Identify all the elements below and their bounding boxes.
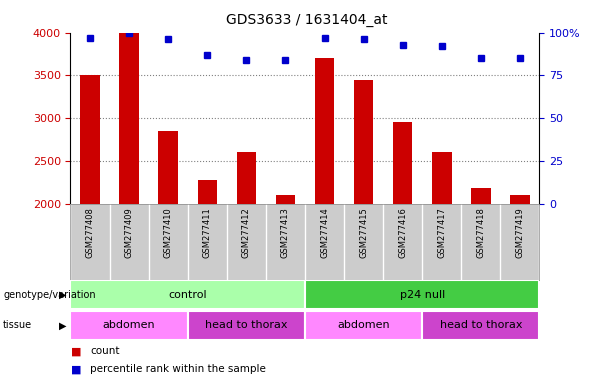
Text: GSM277414: GSM277414 bbox=[320, 207, 329, 258]
Text: tissue: tissue bbox=[3, 320, 32, 331]
Bar bbox=[276, 195, 295, 204]
Text: percentile rank within the sample: percentile rank within the sample bbox=[90, 364, 266, 374]
Bar bbox=[393, 122, 413, 204]
Text: head to thorax: head to thorax bbox=[440, 320, 522, 331]
Bar bbox=[422, 311, 539, 340]
Text: GSM277412: GSM277412 bbox=[242, 207, 251, 258]
Text: count: count bbox=[90, 346, 120, 356]
Bar bbox=[197, 180, 217, 204]
Text: head to thorax: head to thorax bbox=[205, 320, 287, 331]
Bar bbox=[305, 311, 422, 340]
Bar bbox=[314, 58, 334, 204]
Text: ▶: ▶ bbox=[59, 290, 66, 300]
Text: GDS3633 / 1631404_at: GDS3633 / 1631404_at bbox=[226, 13, 387, 27]
Bar bbox=[70, 311, 188, 340]
Text: GSM277419: GSM277419 bbox=[516, 207, 524, 258]
Text: abdomen: abdomen bbox=[337, 320, 390, 331]
Bar bbox=[510, 195, 530, 204]
Text: GSM277409: GSM277409 bbox=[124, 207, 134, 258]
Text: ■: ■ bbox=[70, 346, 81, 356]
Text: ■: ■ bbox=[70, 364, 81, 374]
Bar bbox=[188, 311, 305, 340]
Bar bbox=[305, 280, 539, 309]
Text: GSM277413: GSM277413 bbox=[281, 207, 290, 258]
Text: control: control bbox=[169, 290, 207, 300]
Text: genotype/variation: genotype/variation bbox=[3, 290, 96, 300]
Bar bbox=[80, 75, 100, 204]
Bar bbox=[70, 280, 305, 309]
Bar bbox=[471, 188, 490, 204]
Bar bbox=[158, 131, 178, 204]
Text: GSM277416: GSM277416 bbox=[398, 207, 407, 258]
Text: GSM277411: GSM277411 bbox=[203, 207, 211, 258]
Text: p24 null: p24 null bbox=[400, 290, 445, 300]
Text: GSM277417: GSM277417 bbox=[437, 207, 446, 258]
Bar bbox=[237, 152, 256, 204]
Bar bbox=[120, 33, 139, 204]
Text: GSM277408: GSM277408 bbox=[86, 207, 94, 258]
Text: GSM277410: GSM277410 bbox=[164, 207, 173, 258]
Text: GSM277418: GSM277418 bbox=[476, 207, 485, 258]
Bar bbox=[354, 79, 373, 204]
Text: GSM277415: GSM277415 bbox=[359, 207, 368, 258]
Bar bbox=[432, 152, 452, 204]
Text: ▶: ▶ bbox=[59, 320, 66, 331]
Text: abdomen: abdomen bbox=[103, 320, 156, 331]
